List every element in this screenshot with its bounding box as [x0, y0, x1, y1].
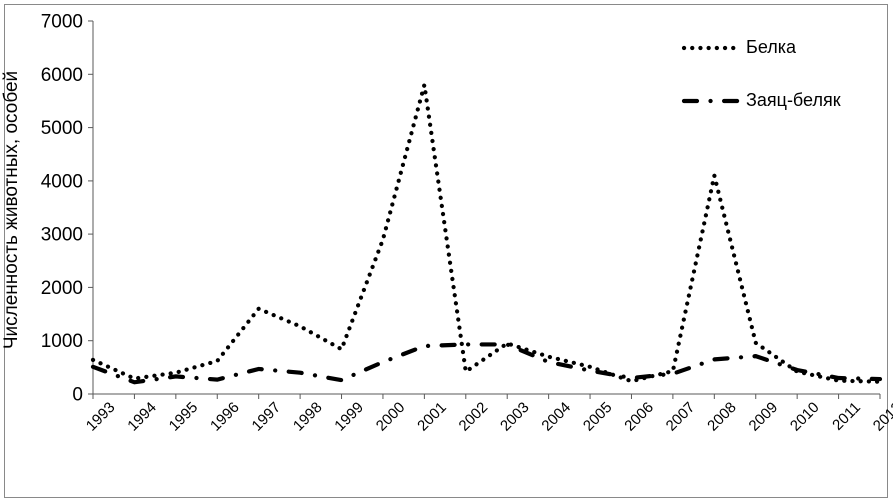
svg-text:1994: 1994	[124, 399, 160, 435]
svg-text:1996: 1996	[207, 399, 243, 435]
svg-text:2008: 2008	[704, 399, 740, 435]
svg-text:1998: 1998	[290, 399, 326, 435]
svg-text:4000: 4000	[41, 171, 83, 192]
svg-text:6000: 6000	[41, 65, 83, 86]
svg-text:2006: 2006	[621, 399, 657, 435]
svg-text:2011: 2011	[829, 399, 864, 434]
svg-text:0: 0	[72, 385, 83, 406]
svg-text:2000: 2000	[373, 399, 409, 435]
svg-text:Белка: Белка	[746, 37, 797, 57]
svg-text:1997: 1997	[249, 399, 285, 435]
svg-text:2012: 2012	[870, 399, 893, 435]
svg-text:Численность животных, особей: Численность животных, особей	[1, 71, 22, 349]
svg-text:2003: 2003	[497, 399, 533, 435]
svg-text:5000: 5000	[41, 118, 83, 139]
svg-text:2009: 2009	[746, 399, 782, 435]
svg-text:3000: 3000	[41, 225, 83, 246]
svg-text:2002: 2002	[456, 399, 492, 435]
svg-text:2007: 2007	[663, 399, 699, 435]
svg-text:1993: 1993	[83, 399, 119, 435]
svg-text:2004: 2004	[538, 399, 574, 435]
svg-text:1000: 1000	[41, 331, 83, 352]
svg-text:7000: 7000	[41, 12, 83, 33]
svg-text:2005: 2005	[580, 399, 616, 435]
svg-text:2001: 2001	[414, 399, 450, 435]
svg-text:1999: 1999	[331, 399, 367, 435]
svg-text:1995: 1995	[166, 399, 202, 435]
svg-text:Заяц-беляк: Заяц-беляк	[746, 90, 841, 110]
svg-text:2000: 2000	[41, 278, 83, 299]
svg-text:2010: 2010	[787, 399, 823, 435]
